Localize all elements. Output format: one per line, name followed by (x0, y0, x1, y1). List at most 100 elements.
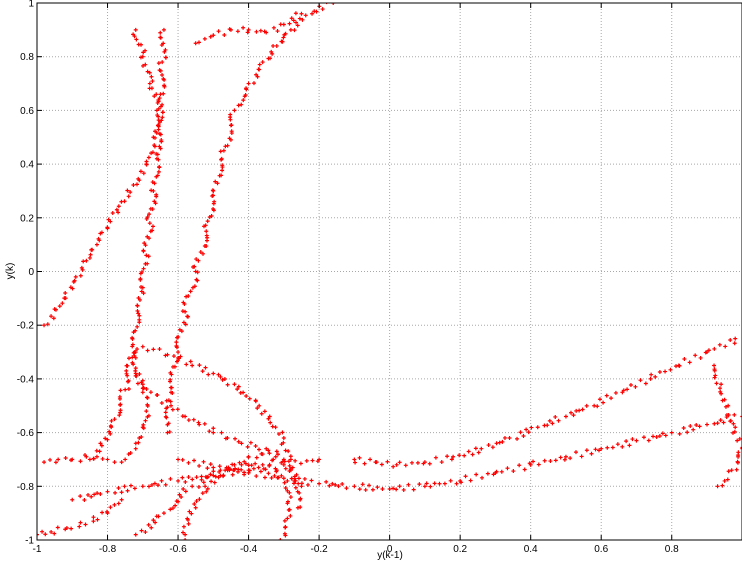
data-point (108, 505, 113, 510)
data-point (262, 475, 267, 480)
data-point (669, 430, 674, 435)
data-point (397, 484, 402, 489)
data-point (126, 387, 131, 392)
data-point (287, 507, 292, 512)
data-point (225, 382, 230, 387)
data-point (550, 421, 555, 426)
data-point (180, 309, 185, 314)
data-point (48, 457, 53, 462)
data-point (228, 112, 233, 117)
data-point (494, 469, 499, 474)
data-point (152, 144, 157, 149)
data-point (53, 460, 58, 465)
data-point (604, 393, 609, 398)
data-point (287, 490, 292, 495)
data-point (150, 150, 155, 155)
data-point (289, 476, 294, 481)
data-point (165, 405, 170, 410)
data-point (208, 34, 213, 39)
x-tick-label: 0.4 (524, 544, 538, 555)
data-point (159, 139, 164, 144)
data-point (281, 462, 286, 467)
data-point (733, 336, 738, 341)
data-point (165, 352, 170, 357)
data-point (719, 382, 724, 387)
data-point (737, 436, 742, 441)
data-point (132, 486, 137, 491)
data-point (56, 457, 61, 462)
data-point (125, 488, 130, 493)
data-point (49, 314, 54, 319)
data-point (232, 382, 237, 387)
data-point (370, 487, 375, 492)
data-point (685, 430, 690, 435)
data-point (437, 481, 442, 486)
data-point (207, 429, 212, 434)
data-point (181, 487, 186, 492)
data-point (145, 214, 150, 219)
data-point (189, 511, 194, 516)
data-point (73, 274, 78, 279)
data-point (37, 532, 39, 537)
data-point (439, 460, 444, 465)
data-point (140, 54, 145, 59)
data-point (135, 381, 140, 386)
data-point (281, 476, 286, 481)
data-point (210, 194, 215, 199)
data-point (274, 469, 279, 474)
data-point (380, 486, 385, 491)
data-point (223, 436, 228, 441)
data-point (168, 507, 173, 512)
data-point (245, 444, 250, 449)
data-point (717, 342, 722, 347)
data-point (287, 21, 292, 26)
data-point (485, 471, 490, 476)
data-point (415, 460, 420, 465)
data-point (132, 353, 137, 358)
data-point (273, 466, 278, 471)
data-point (157, 347, 162, 352)
data-point (57, 304, 62, 309)
data-point (270, 458, 275, 463)
data-point (620, 444, 625, 449)
data-point (562, 457, 567, 462)
data-point (202, 421, 207, 426)
data-point (125, 363, 130, 368)
data-point (288, 513, 293, 518)
data-point (183, 322, 188, 327)
data-point (149, 525, 154, 530)
data-point (317, 481, 322, 486)
data-point (163, 353, 168, 358)
data-point (162, 49, 167, 54)
data-point (208, 462, 213, 467)
data-point (112, 460, 117, 465)
data-point (275, 29, 280, 34)
data-point (298, 496, 303, 501)
data-point (237, 460, 242, 465)
data-point (97, 238, 102, 243)
data-point (90, 247, 95, 252)
data-point (160, 110, 165, 115)
data-point (717, 386, 722, 391)
y-tick-label: -0.2 (17, 321, 35, 332)
data-point (186, 475, 191, 480)
data-point (200, 491, 205, 496)
data-point (293, 485, 298, 490)
data-point (736, 454, 741, 459)
data-point (291, 18, 296, 23)
data-point (732, 341, 737, 346)
data-point (517, 463, 522, 468)
data-point (77, 524, 82, 529)
data-point (474, 472, 479, 477)
data-point (151, 518, 156, 523)
data-point (156, 169, 161, 174)
data-point (133, 366, 138, 371)
data-point (468, 478, 473, 483)
data-point (116, 501, 121, 506)
data-point (293, 11, 298, 16)
y-tick-label: -0.4 (17, 374, 35, 385)
data-point (297, 490, 302, 495)
data-point (126, 194, 131, 199)
data-point (556, 418, 561, 423)
data-point (204, 244, 209, 249)
